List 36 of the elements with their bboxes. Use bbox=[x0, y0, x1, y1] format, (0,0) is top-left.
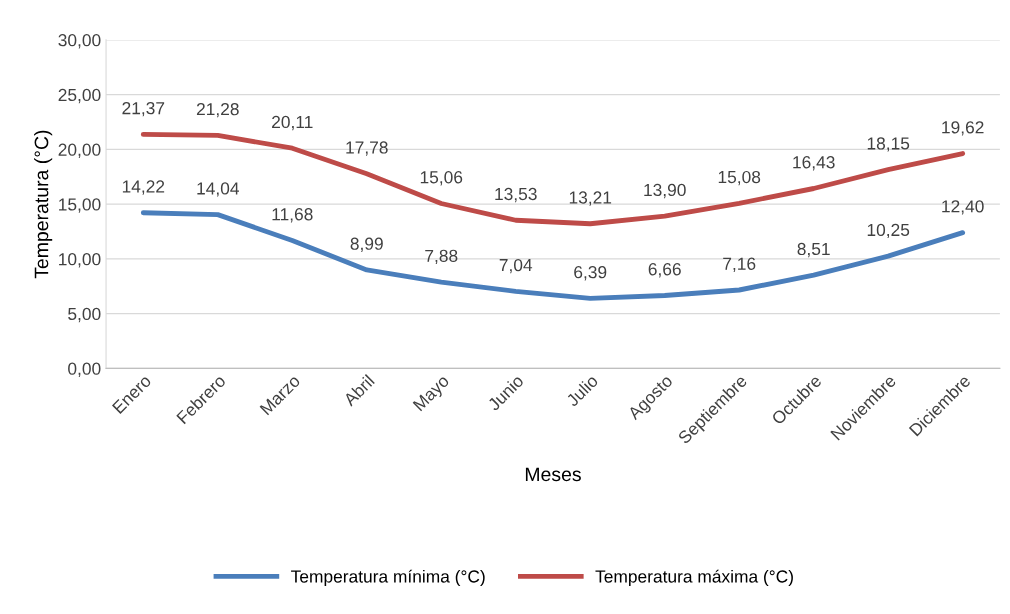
data-label: 21,28 bbox=[196, 103, 239, 118]
legend-label: Temperatura mínima (°C) bbox=[291, 569, 485, 587]
y-axis-title: Temperatura (°C) bbox=[34, 130, 53, 279]
data-label: 6,66 bbox=[648, 263, 681, 278]
data-label: 7,88 bbox=[425, 249, 458, 265]
data-label: 10,25 bbox=[867, 223, 910, 239]
legend-label: Temperatura máxima (°C) bbox=[595, 569, 793, 587]
data-label: 15,08 bbox=[718, 170, 761, 186]
data-label: 7,04 bbox=[499, 258, 533, 274]
data-label: 16,43 bbox=[793, 156, 835, 171]
y-tick-label: 20,00 bbox=[58, 143, 101, 158]
data-label: 14,04 bbox=[197, 182, 239, 197]
data-label: 7,16 bbox=[723, 257, 756, 272]
y-tick-label: 15,00 bbox=[59, 198, 101, 213]
data-label: 19,62 bbox=[942, 121, 984, 136]
data-label: 15,06 bbox=[420, 171, 463, 186]
data-label: 6,39 bbox=[574, 266, 607, 281]
data-label: 8,51 bbox=[797, 242, 830, 258]
data-label: 13,21 bbox=[569, 191, 612, 206]
y-tick-label: 25,00 bbox=[58, 88, 101, 104]
data-label: 17,78 bbox=[346, 141, 388, 156]
data-label: 13,90 bbox=[644, 183, 686, 199]
data-label: 11,68 bbox=[272, 208, 313, 223]
y-tick-label: 0,00 bbox=[68, 362, 101, 377]
data-label: 21,37 bbox=[122, 102, 165, 117]
data-label: 18,15 bbox=[867, 137, 910, 152]
data-label: 14,22 bbox=[122, 180, 165, 195]
x-axis-title: Meses bbox=[525, 467, 581, 482]
x-tick-label: Julio bbox=[565, 373, 599, 408]
data-label: 12,40 bbox=[942, 200, 984, 215]
data-label: 13,53 bbox=[495, 187, 537, 203]
data-label: 20,11 bbox=[272, 115, 313, 131]
y-tick-label: 10,00 bbox=[59, 253, 101, 268]
data-label: 8,99 bbox=[350, 237, 383, 252]
y-tick-label: 5,00 bbox=[68, 307, 101, 323]
y-tick-label: 30,00 bbox=[58, 34, 101, 49]
